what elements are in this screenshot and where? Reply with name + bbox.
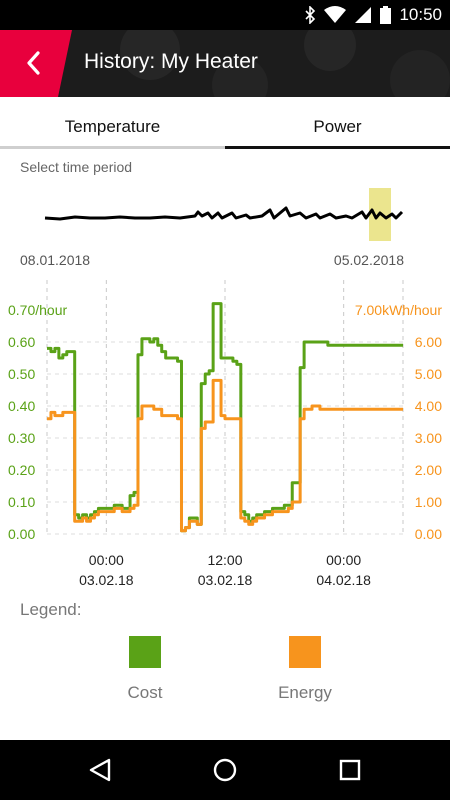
cell-signal-icon (355, 7, 372, 23)
right-axis-tick-label: 6.00 (415, 334, 442, 350)
wifi-icon (324, 6, 347, 23)
tab-temperature[interactable]: Temperature (64, 117, 161, 136)
left-axis-tick-label: 0.30 (8, 430, 35, 446)
right-axis-tick-label: 0.00 (415, 526, 442, 542)
tab-bar: Temperature Power (0, 97, 450, 149)
tab-divider (0, 146, 225, 149)
header-background (0, 30, 450, 97)
x-axis-tick-time: 00:00 (89, 552, 124, 568)
legend-swatch-cost (129, 636, 161, 668)
series-line-energy (47, 378, 403, 533)
back-button[interactable] (0, 30, 72, 97)
status-time: 10:50 (399, 5, 442, 24)
recents-square-icon[interactable] (332, 752, 368, 788)
overview-line (44, 206, 404, 221)
legend-label-energy: Energy (278, 683, 332, 702)
right-axis-tick-label: 2.00 (415, 462, 442, 478)
right-axis-tick-label: 5.00 (415, 366, 442, 382)
x-axis-tick-time: 00:00 (326, 552, 361, 568)
left-axis-tick-label: 0.40 (8, 398, 35, 414)
series-line-cost (47, 302, 403, 533)
tab-power[interactable]: Power (313, 117, 362, 136)
back-triangle-icon[interactable] (82, 752, 118, 788)
status-icons: 10:50 (304, 4, 442, 26)
period-label: Select time period (20, 159, 133, 175)
x-axis-tick-date: 04.02.18 (316, 572, 371, 588)
right-axis-tick-label: 4.00 (415, 398, 442, 414)
left-axis-tick-label: 0.10 (8, 494, 35, 510)
left-axis-tick-label: 0.60 (8, 334, 35, 350)
legend-swatch-energy (289, 636, 321, 668)
legend-item-energy: Energy (245, 636, 365, 703)
period-end-date: 05.02.2018 (333, 252, 404, 268)
x-axis-tick-date: 03.02.18 (79, 572, 134, 588)
app-bar: History: My Heater (0, 30, 450, 97)
bluetooth-icon (305, 6, 316, 24)
left-axis-tick-label: 0.20 (8, 462, 35, 478)
status-bar: 10:50 (0, 0, 450, 30)
tab-indicator (225, 146, 450, 149)
right-axis-tick-label: 1.00 (415, 494, 442, 510)
left-axis-tick-label: 0.50 (8, 366, 35, 382)
right-axis-tick-label: 3.00 (415, 430, 442, 446)
home-circle-icon[interactable] (207, 752, 243, 788)
legend-label-cost: Cost (127, 683, 163, 702)
left-axis-unit-label: 0.70/hour (8, 302, 67, 318)
power-chart: 0.70/hour 7.00kWh/hour 0.60 0.50 0.40 0.30 0.2… (0, 280, 450, 590)
legend-item-cost: Cost (85, 636, 205, 703)
page-title: History: My Heater (84, 50, 258, 73)
right-axis-unit-label: 7.00kWh/hour (355, 302, 442, 318)
legend-title: Legend: (20, 600, 82, 619)
chevron-left-icon (27, 51, 40, 75)
battery-icon (380, 6, 392, 24)
period-start-date: 08.01.2018 (20, 252, 91, 268)
left-axis-tick-label: 0.00 (8, 526, 35, 542)
system-nav-bar (0, 740, 450, 800)
period-selector[interactable] (0, 180, 450, 250)
x-axis-tick-time: 12:00 (207, 552, 242, 568)
x-axis-tick-date: 03.02.18 (198, 572, 253, 588)
